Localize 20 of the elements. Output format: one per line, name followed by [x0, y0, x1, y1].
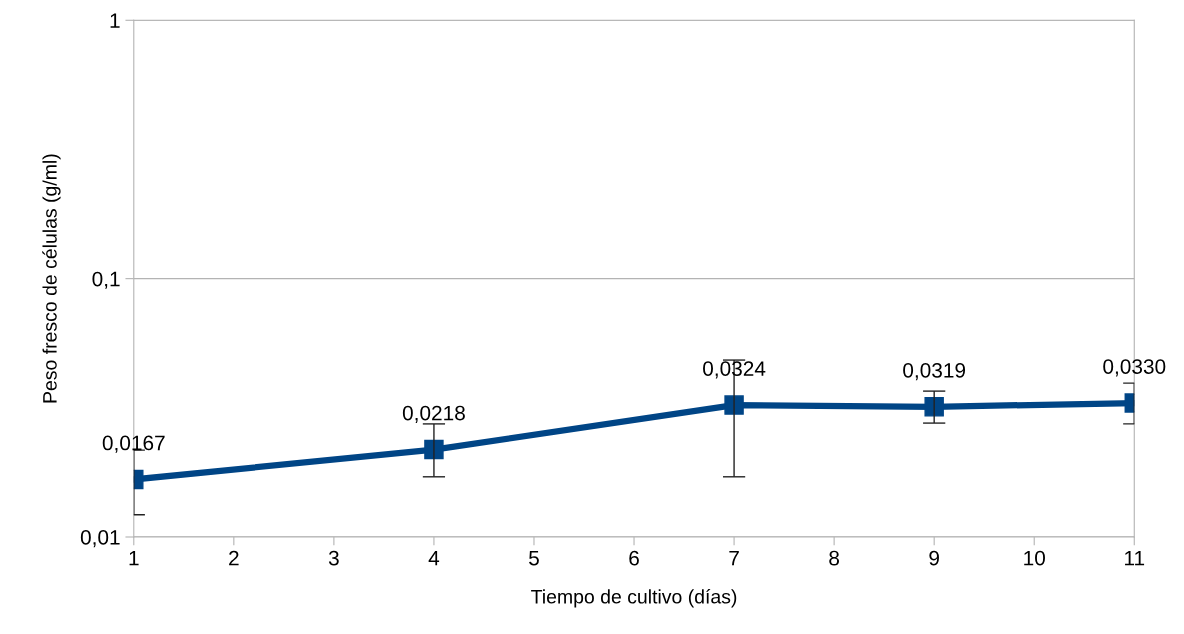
x-tick-label: 8 — [829, 550, 840, 566]
y-tick-label: 1 — [110, 13, 120, 28]
x-tick-label: 2 — [229, 550, 239, 566]
x-tick-label: 10 — [1024, 550, 1045, 566]
x-tick-label: 6 — [629, 550, 639, 566]
y-tick-label: 0,1 — [92, 271, 120, 289]
x-tick-label: 3 — [328, 550, 339, 566]
data-label: 0,0330 — [1103, 359, 1166, 377]
x-tick-label: 9 — [929, 550, 939, 566]
x-tick-label: 4 — [428, 550, 440, 566]
y-tick-label: 0,01 — [80, 530, 120, 548]
x-tick-label: 1 — [129, 550, 139, 566]
data-label: 0,0218 — [402, 405, 465, 423]
x-axis-title: Tiempo de cultivo (días) — [531, 589, 737, 608]
x-tick-label: 5 — [529, 550, 539, 566]
data-label: 0,0167 — [102, 435, 165, 453]
x-tick-label: 7 — [729, 550, 739, 566]
y-axis-title: Peso fresco de células (g/ml) — [42, 154, 61, 403]
x-tick-label: 11 — [1125, 550, 1145, 566]
data-label: 0,0319 — [903, 362, 966, 381]
